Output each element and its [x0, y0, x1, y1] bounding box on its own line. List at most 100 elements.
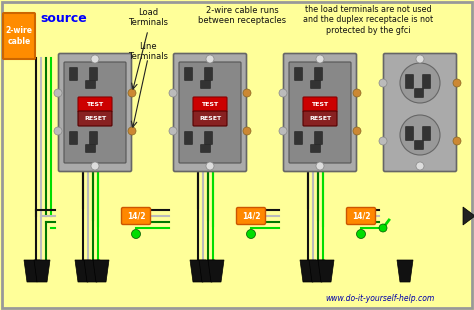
FancyBboxPatch shape: [294, 131, 302, 144]
Circle shape: [379, 224, 387, 232]
Circle shape: [400, 63, 440, 103]
FancyBboxPatch shape: [204, 68, 212, 81]
FancyBboxPatch shape: [78, 111, 112, 126]
FancyBboxPatch shape: [184, 131, 192, 144]
Text: 14/2: 14/2: [242, 211, 260, 220]
Circle shape: [91, 162, 99, 170]
FancyBboxPatch shape: [201, 144, 210, 153]
Polygon shape: [463, 207, 474, 225]
Polygon shape: [24, 260, 40, 282]
FancyBboxPatch shape: [315, 131, 322, 144]
Circle shape: [131, 229, 140, 238]
FancyBboxPatch shape: [294, 68, 302, 81]
Text: 14/2: 14/2: [352, 211, 370, 220]
FancyBboxPatch shape: [346, 207, 375, 224]
Circle shape: [128, 127, 136, 135]
FancyBboxPatch shape: [283, 54, 356, 171]
FancyBboxPatch shape: [121, 207, 151, 224]
Polygon shape: [208, 260, 224, 282]
FancyBboxPatch shape: [58, 54, 131, 171]
FancyBboxPatch shape: [405, 74, 413, 88]
FancyBboxPatch shape: [422, 126, 430, 140]
Text: RESET: RESET: [309, 116, 331, 121]
Circle shape: [279, 127, 287, 135]
Circle shape: [353, 127, 361, 135]
Circle shape: [379, 79, 387, 87]
FancyBboxPatch shape: [237, 207, 265, 224]
Polygon shape: [309, 260, 325, 282]
FancyBboxPatch shape: [414, 88, 423, 98]
Text: TEST: TEST: [201, 102, 219, 107]
FancyBboxPatch shape: [70, 131, 78, 144]
Circle shape: [206, 55, 214, 63]
Circle shape: [206, 162, 214, 170]
Circle shape: [356, 229, 365, 238]
FancyBboxPatch shape: [85, 81, 95, 88]
Circle shape: [169, 89, 177, 97]
Circle shape: [246, 229, 255, 238]
FancyBboxPatch shape: [422, 74, 430, 88]
Circle shape: [379, 137, 387, 145]
Polygon shape: [34, 260, 50, 282]
Circle shape: [316, 55, 324, 63]
FancyBboxPatch shape: [85, 144, 95, 153]
Text: the load terminals are not used
and the duplex receptacle is not
protected by th: the load terminals are not used and the …: [303, 5, 433, 35]
FancyBboxPatch shape: [173, 54, 246, 171]
Circle shape: [416, 55, 424, 63]
Text: TEST: TEST: [311, 102, 328, 107]
FancyBboxPatch shape: [78, 97, 112, 112]
Text: 14/2: 14/2: [127, 211, 145, 220]
Circle shape: [54, 89, 62, 97]
FancyBboxPatch shape: [2, 2, 472, 308]
FancyBboxPatch shape: [204, 131, 212, 144]
FancyBboxPatch shape: [193, 97, 227, 112]
Circle shape: [400, 115, 440, 155]
FancyBboxPatch shape: [405, 126, 413, 140]
Circle shape: [54, 127, 62, 135]
FancyBboxPatch shape: [179, 62, 241, 163]
Polygon shape: [300, 260, 316, 282]
Polygon shape: [199, 260, 215, 282]
Text: TEST: TEST: [86, 102, 103, 107]
Circle shape: [169, 127, 177, 135]
Polygon shape: [190, 260, 206, 282]
Circle shape: [316, 162, 324, 170]
FancyBboxPatch shape: [303, 111, 337, 126]
FancyBboxPatch shape: [310, 81, 320, 88]
Circle shape: [453, 137, 461, 145]
FancyBboxPatch shape: [90, 131, 98, 144]
FancyBboxPatch shape: [289, 62, 351, 163]
Text: 2-wire
cable: 2-wire cable: [6, 26, 33, 46]
FancyBboxPatch shape: [3, 13, 35, 59]
FancyBboxPatch shape: [303, 97, 337, 112]
Polygon shape: [318, 260, 334, 282]
Polygon shape: [75, 260, 91, 282]
Circle shape: [243, 89, 251, 97]
FancyBboxPatch shape: [64, 62, 126, 163]
Text: RESET: RESET: [84, 116, 106, 121]
Circle shape: [353, 89, 361, 97]
Circle shape: [279, 89, 287, 97]
Circle shape: [453, 79, 461, 87]
Text: www.do-it-yourself-help.com: www.do-it-yourself-help.com: [325, 294, 435, 303]
FancyBboxPatch shape: [310, 144, 320, 153]
Circle shape: [416, 162, 424, 170]
Polygon shape: [84, 260, 100, 282]
FancyBboxPatch shape: [90, 68, 98, 81]
FancyBboxPatch shape: [414, 140, 423, 149]
Text: Line
Terminals: Line Terminals: [128, 42, 168, 61]
Text: 2-wire cable runs
between receptacles: 2-wire cable runs between receptacles: [198, 6, 286, 25]
Text: RESET: RESET: [199, 116, 221, 121]
Circle shape: [128, 89, 136, 97]
FancyBboxPatch shape: [184, 68, 192, 81]
Text: Load
Terminals: Load Terminals: [128, 8, 168, 27]
FancyBboxPatch shape: [201, 81, 210, 88]
Text: source: source: [40, 11, 87, 24]
FancyBboxPatch shape: [193, 111, 227, 126]
FancyBboxPatch shape: [383, 54, 456, 171]
Circle shape: [243, 127, 251, 135]
FancyBboxPatch shape: [315, 68, 322, 81]
Polygon shape: [93, 260, 109, 282]
Polygon shape: [397, 260, 413, 282]
Circle shape: [91, 55, 99, 63]
